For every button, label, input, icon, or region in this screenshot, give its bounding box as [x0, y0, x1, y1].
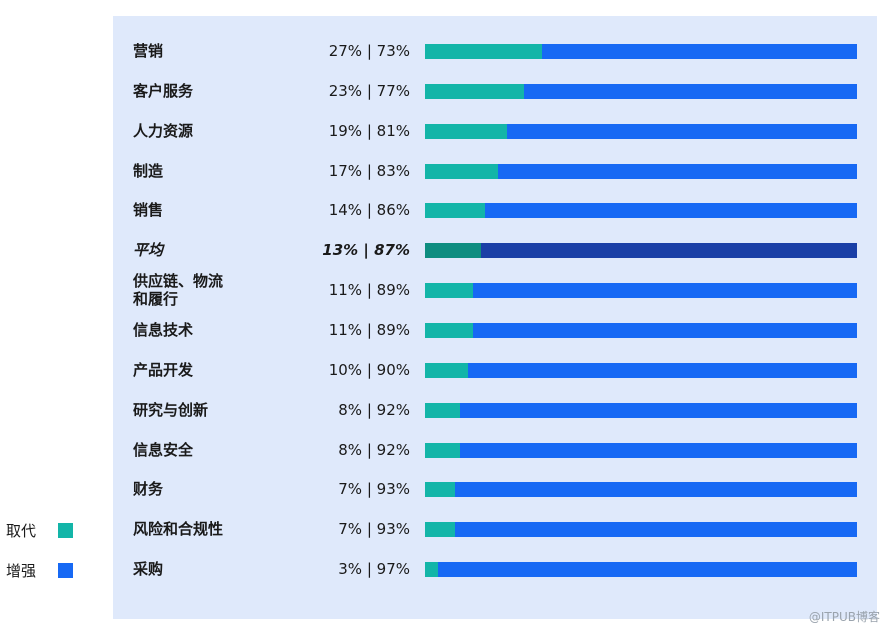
value-label: 11% | 89% — [328, 281, 410, 300]
value-label: 7% | 93% — [338, 480, 410, 499]
stacked-bar — [425, 123, 857, 139]
chart-row: 制造 17% | 83% — [0, 152, 890, 190]
bar-segment-augment — [459, 402, 857, 418]
chart-row: 产品开发 10% | 90% — [0, 351, 890, 389]
bar-segment-augment — [455, 522, 857, 538]
bar-segment-replace — [425, 322, 473, 338]
stacked-bar — [425, 482, 857, 498]
bar-segment-replace — [425, 163, 499, 179]
bar-segment-augment — [524, 83, 857, 99]
stacked-bar — [425, 562, 857, 578]
chart-panel — [113, 16, 877, 619]
stacked-bar — [425, 522, 857, 538]
chart-row: 客户服务 23% | 77% — [0, 72, 890, 110]
legend-label-augment: 增强 — [6, 562, 37, 580]
bar-segment-replace — [425, 482, 456, 498]
legend-label-replace: 取代 — [6, 522, 37, 540]
value-label: 19% | 81% — [328, 121, 410, 140]
category-label: 供应链、物流 和履行 — [133, 272, 224, 309]
value-label: 23% | 77% — [328, 81, 410, 100]
bar-segment-augment — [437, 562, 857, 578]
bar-segment-replace — [425, 203, 486, 219]
bar-segment-augment — [455, 482, 857, 498]
chart-row: 信息安全 8% | 92% — [0, 431, 890, 469]
bar-segment-augment — [507, 123, 857, 139]
legend-swatch-augment — [58, 563, 73, 578]
category-label: 采购 — [133, 560, 164, 579]
chart-row: 信息技术 11% | 89% — [0, 311, 890, 349]
bar-segment-replace — [425, 44, 542, 59]
category-label: 销售 — [133, 201, 164, 220]
category-label: 人力资源 — [133, 121, 194, 140]
bar-segment-augment — [541, 44, 857, 59]
chart-row: 研究与创新 8% | 92% — [0, 391, 890, 429]
value-label: 8% | 92% — [338, 400, 410, 419]
value-label: 11% | 89% — [328, 320, 410, 339]
category-label: 制造 — [133, 161, 164, 180]
stacked-bar — [425, 322, 857, 338]
legend-item-augment: 增强 — [6, 560, 73, 581]
bar-segment-augment — [498, 163, 857, 179]
category-label: 平均 — [133, 241, 164, 260]
value-label: 17% | 83% — [328, 161, 410, 180]
category-label: 风险和合规性 — [133, 520, 224, 539]
chart-row: 财务 7% | 93% — [0, 470, 890, 508]
stacked-bar — [425, 163, 857, 179]
stacked-bar — [425, 402, 857, 418]
bar-segment-replace — [425, 83, 525, 99]
stacked-bar — [425, 44, 857, 59]
category-label: 客户服务 — [133, 81, 194, 100]
chart-row: 销售 14% | 86% — [0, 191, 890, 229]
bar-segment-replace — [425, 402, 460, 418]
category-label: 财务 — [133, 480, 164, 499]
category-label: 产品开发 — [133, 360, 194, 379]
stacked-bar — [425, 362, 857, 378]
bar-segment-replace — [425, 243, 482, 259]
bar-segment-replace — [425, 562, 438, 578]
legend-swatch-replace — [58, 523, 73, 538]
bar-segment-replace — [425, 283, 473, 299]
value-label: 3% | 97% — [338, 560, 410, 579]
chart-row: 平均 13% | 87% — [0, 231, 890, 269]
chart-row: 人力资源 19% | 81% — [0, 112, 890, 150]
bar-segment-augment — [472, 283, 857, 299]
value-label: 13% | 87% — [322, 241, 410, 260]
bar-segment-replace — [425, 442, 460, 458]
chart-row: 营销 27% | 73% — [0, 32, 890, 70]
stacked-bar — [425, 442, 857, 458]
category-label: 信息安全 — [133, 440, 194, 459]
bar-segment-augment — [468, 362, 857, 378]
category-label: 研究与创新 — [133, 400, 209, 419]
value-label: 10% | 90% — [328, 360, 410, 379]
stacked-bar — [425, 243, 857, 259]
legend-item-replace: 取代 — [6, 520, 73, 541]
category-label: 营销 — [133, 42, 164, 60]
stacked-bar — [425, 203, 857, 219]
bar-segment-replace — [425, 362, 469, 378]
chart-row: 风险和合规性 7% | 93% — [0, 510, 890, 548]
value-label: 27% | 73% — [328, 42, 410, 60]
bar-segment-replace — [425, 123, 508, 139]
stacked-bar — [425, 83, 857, 99]
stacked-bar — [425, 283, 857, 299]
bar-segment-augment — [485, 203, 857, 219]
value-label: 14% | 86% — [328, 201, 410, 220]
bar-segment-replace — [425, 522, 456, 538]
category-label: 信息技术 — [133, 320, 194, 339]
bar-segment-augment — [472, 322, 857, 338]
bar-segment-augment — [459, 442, 857, 458]
value-label: 7% | 93% — [338, 520, 410, 539]
bar-segment-augment — [481, 243, 857, 259]
value-label: 8% | 92% — [338, 440, 410, 459]
watermark: @ITPUB博客 — [808, 610, 880, 624]
chart-row: 供应链、物流 和履行 11% | 89% — [0, 271, 890, 309]
chart-row: 采购 3% | 97% — [0, 550, 890, 588]
